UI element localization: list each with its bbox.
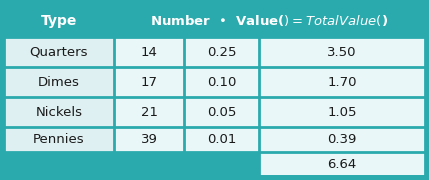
Text: 6.64: 6.64: [327, 158, 356, 170]
Bar: [4, 97, 114, 127]
Text: 0.05: 0.05: [207, 105, 236, 118]
Text: 1.05: 1.05: [327, 105, 357, 118]
Text: 0.01: 0.01: [207, 133, 236, 146]
Text: 39: 39: [141, 133, 157, 146]
Text: 3.50: 3.50: [327, 46, 357, 58]
Bar: [114, 37, 184, 67]
Bar: [259, 37, 425, 67]
Text: 17: 17: [141, 75, 157, 89]
Text: Number  •  Value($)  =  Total Value($): Number • Value($) = Total Value($): [151, 13, 389, 28]
Bar: [4, 127, 114, 152]
Bar: [4, 37, 114, 67]
Text: 0.10: 0.10: [207, 75, 236, 89]
Text: Type: Type: [41, 14, 77, 28]
Bar: [114, 67, 184, 97]
Bar: [184, 67, 259, 97]
Text: 0.25: 0.25: [207, 46, 236, 58]
Text: 0.39: 0.39: [327, 133, 356, 146]
Bar: [114, 4, 425, 37]
Bar: [4, 67, 114, 97]
Bar: [184, 97, 259, 127]
Bar: [259, 97, 425, 127]
Bar: [259, 67, 425, 97]
Text: 1.70: 1.70: [327, 75, 357, 89]
Bar: [184, 127, 259, 152]
Text: Nickels: Nickels: [36, 105, 82, 118]
Text: Quarters: Quarters: [30, 46, 88, 58]
Bar: [114, 97, 184, 127]
Bar: [184, 37, 259, 67]
Text: 21: 21: [141, 105, 157, 118]
Bar: [259, 127, 425, 152]
Bar: [114, 127, 184, 152]
Text: Dimes: Dimes: [38, 75, 80, 89]
Bar: [4, 4, 114, 37]
Text: 14: 14: [141, 46, 157, 58]
Text: Pennies: Pennies: [33, 133, 85, 146]
Bar: [259, 152, 425, 176]
